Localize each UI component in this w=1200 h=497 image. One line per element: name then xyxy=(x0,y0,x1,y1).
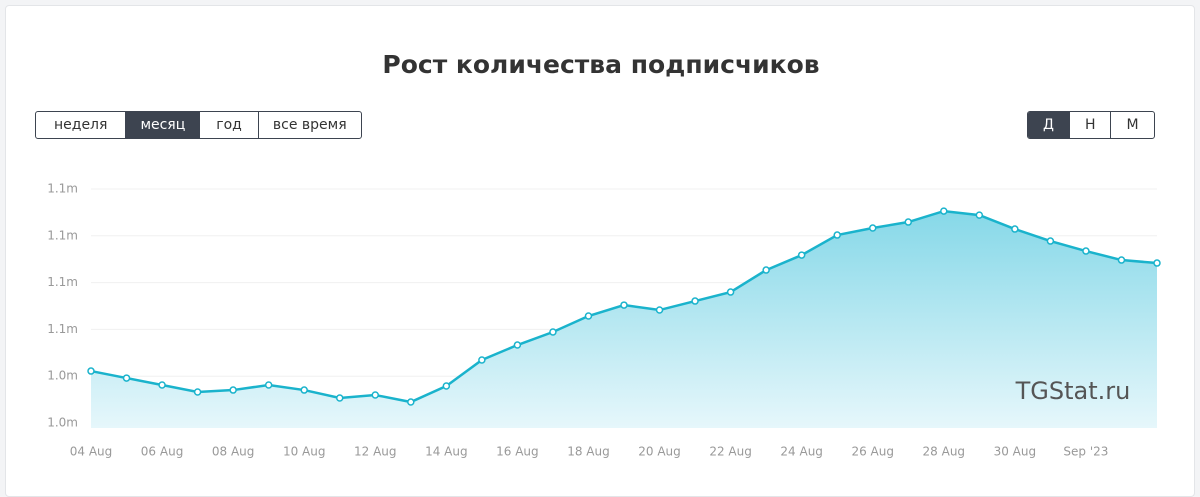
point xyxy=(940,207,948,215)
point xyxy=(904,218,913,226)
point xyxy=(87,367,95,375)
point xyxy=(442,382,451,390)
point xyxy=(1011,225,1019,233)
point xyxy=(1046,237,1055,245)
point xyxy=(264,381,273,389)
point xyxy=(478,356,486,364)
point xyxy=(797,251,806,259)
granularity-button[interactable]: Н xyxy=(1068,112,1111,138)
point xyxy=(193,388,202,396)
x-tick-label: 22 Aug xyxy=(709,445,752,459)
period-switch: неделя месяц год все время xyxy=(35,111,362,139)
period-button[interactable]: неделя xyxy=(54,117,108,133)
x-tick-label: 18 Aug xyxy=(567,445,610,459)
point xyxy=(513,341,522,349)
point xyxy=(1082,247,1090,255)
x-tick-label: 28 Aug xyxy=(923,445,966,459)
y-tick-label: 1.0m xyxy=(47,416,78,430)
point xyxy=(620,301,628,309)
point xyxy=(726,288,735,296)
x-tick-label: 30 Aug xyxy=(994,445,1037,459)
x-tick-label: 24 Aug xyxy=(780,445,823,459)
y-tick-label: 1.1m xyxy=(47,275,78,289)
point xyxy=(762,266,770,274)
y-tick-label: 1.1m xyxy=(47,182,78,196)
point xyxy=(975,211,984,219)
point xyxy=(300,386,308,394)
y-tick-label: 1.1m xyxy=(47,228,78,242)
point xyxy=(407,398,415,406)
x-tick-label: 16 Aug xyxy=(496,445,539,459)
point xyxy=(691,297,699,305)
x-tick-label: 26 Aug xyxy=(851,445,894,459)
point xyxy=(1117,256,1126,264)
x-tick-label: Sep '23 xyxy=(1063,445,1108,459)
point xyxy=(655,306,664,314)
point xyxy=(335,394,344,402)
x-tick-label: 14 Aug xyxy=(425,445,468,459)
period-button[interactable]: месяц xyxy=(125,112,200,138)
point xyxy=(549,328,557,336)
point xyxy=(833,231,841,239)
y-tick-label: 1.0m xyxy=(47,369,78,383)
period-button[interactable]: все время xyxy=(257,112,361,138)
y-tick-label: 1.1m xyxy=(47,322,78,336)
granularity-button[interactable]: М xyxy=(1110,112,1153,138)
x-tick-label: 08 Aug xyxy=(212,445,255,459)
granularity-switch: Д Н М xyxy=(1027,111,1155,139)
granularity-button[interactable]: Д xyxy=(1028,112,1069,138)
area xyxy=(91,211,1157,428)
point xyxy=(122,374,131,382)
point xyxy=(229,386,237,394)
x-tick-label: 20 Aug xyxy=(638,445,681,459)
x-tick-label: 10 Aug xyxy=(283,445,326,459)
point xyxy=(1153,259,1161,267)
x-tick-label: 04 Aug xyxy=(70,445,113,459)
point xyxy=(868,224,877,232)
x-tick-label: 06 Aug xyxy=(141,445,184,459)
point xyxy=(158,381,166,389)
point xyxy=(371,391,380,399)
period-button[interactable]: год xyxy=(199,112,258,138)
watermark: TGStat.ru xyxy=(1015,377,1131,405)
chart-title: Рост количества подписчиков xyxy=(382,50,820,79)
x-tick-label: 12 Aug xyxy=(354,445,397,459)
point xyxy=(584,312,593,320)
